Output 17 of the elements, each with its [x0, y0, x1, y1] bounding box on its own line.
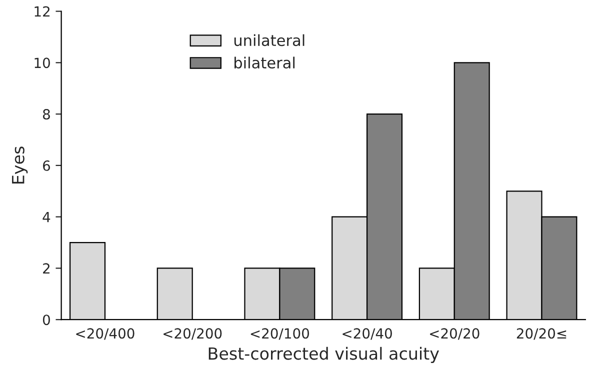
x-tick-label: <20/400 — [76, 328, 134, 340]
y-tick-label: 8 — [42, 109, 50, 120]
x-tick-label: <20/100 — [250, 328, 310, 340]
x-tick-label: <20/200 — [164, 328, 222, 340]
x-tick-label: 20/20≤ — [516, 328, 566, 340]
y-tick-label: 0 — [42, 314, 50, 326]
x-tick-label: <20/40 — [342, 328, 392, 340]
legend-label: unilateral — [234, 34, 304, 46]
y-tick-label: 10 — [34, 58, 50, 68]
y-axis-title: Eyes — [12, 146, 28, 184]
y-tick-label: 2 — [43, 263, 50, 274]
x-tick-label: <20/20 — [430, 328, 480, 340]
y-tick-label: 12 — [34, 6, 50, 17]
legend-label: bilateral — [234, 56, 295, 69]
y-tick-label: 6 — [43, 160, 50, 171]
y-tick-label: 4 — [42, 212, 50, 222]
x-axis-title: Best-corrected visual acuity — [208, 346, 439, 364]
